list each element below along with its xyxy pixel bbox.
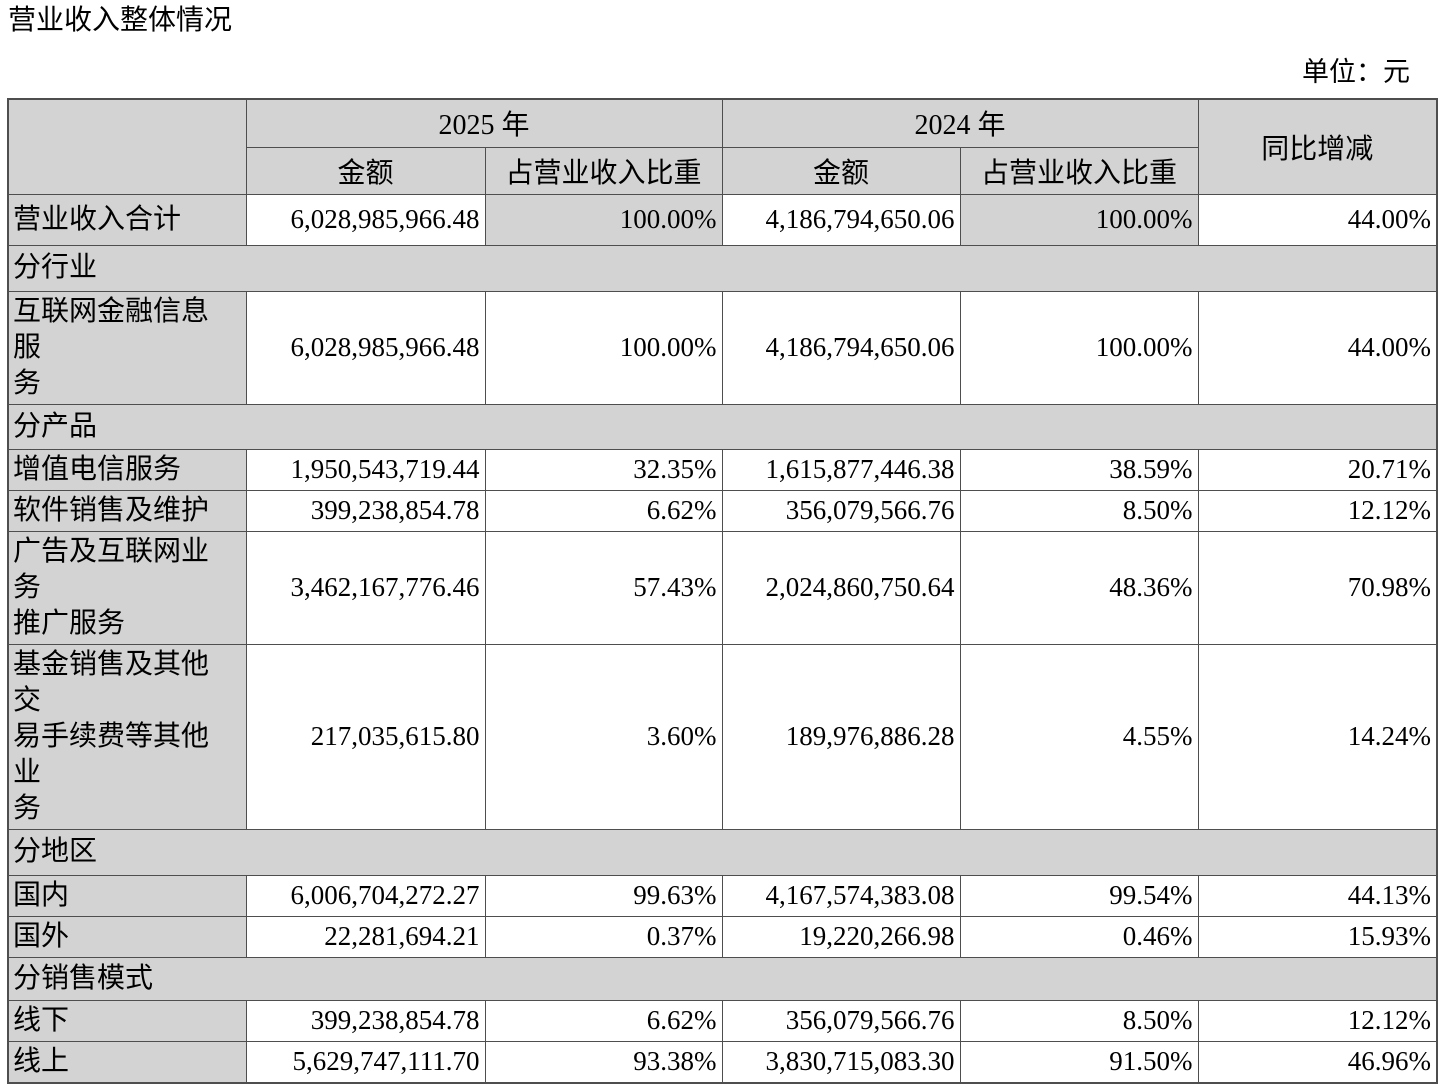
row-label-cell: 软件销售及维护 (7, 489, 247, 532)
share-2024-cell: 8.50% (959, 999, 1199, 1042)
amount-2024-cell: 356,079,566.76 (721, 999, 961, 1042)
share-2024-cell: 100.00% (959, 193, 1199, 246)
share-2025-cell: 100.00% (484, 193, 723, 246)
table-row: 广告及互联网业务 推广服务 3,462,167,776.46 57.43% 2,… (7, 530, 1438, 645)
yoy-cell: 14.24% (1197, 643, 1438, 830)
section-label: 分产品 (7, 403, 1438, 450)
table-row: 软件销售及维护 399,238,854.78 6.62% 356,079,566… (7, 489, 1438, 532)
row-label-cell: 互联网金融信息服 务 (7, 290, 247, 405)
yoy-cell: 12.12% (1197, 489, 1438, 532)
share-2025-cell: 6.62% (484, 999, 723, 1042)
row-label-cell: 营业收入合计 (7, 193, 247, 246)
section-row-industry: 分行业 (7, 244, 1438, 292)
amount-2024-cell: 356,079,566.76 (721, 489, 961, 532)
share-2025-cell: 99.63% (484, 874, 723, 917)
amount-2025-cell: 6,028,985,966.48 (245, 193, 486, 246)
table-row: 国外 22,281,694.21 0.37% 19,220,266.98 0.4… (7, 915, 1438, 958)
header-row-measures: 金额 占营业收入比重 金额 占营业收入比重 (8, 146, 1437, 195)
row-label-cell: 国外 (7, 915, 247, 958)
row-label-cell: 线上 (7, 1040, 247, 1083)
section-label: 分地区 (7, 828, 1438, 876)
share-2025-cell: 32.35% (484, 448, 723, 491)
share-2024-cell: 0.46% (959, 915, 1199, 958)
yoy-cell: 20.71% (1197, 448, 1438, 491)
amount-2025-cell: 3,462,167,776.46 (245, 530, 486, 645)
yoy-cell: 44.00% (1197, 193, 1438, 246)
share-2024-cell: 4.55% (959, 643, 1199, 830)
share-2025-cell: 57.43% (484, 530, 723, 645)
table-row: 线下 399,238,854.78 6.62% 356,079,566.76 8… (7, 999, 1438, 1042)
amount-2025-cell: 1,950,543,719.44 (245, 448, 486, 491)
share-2025-cell: 100.00% (484, 290, 723, 405)
amount-2024-cell: 19,220,266.98 (721, 915, 961, 958)
section-row-region: 分地区 (7, 828, 1438, 876)
section-row-product: 分产品 (7, 403, 1438, 450)
section-label: 分行业 (7, 244, 1438, 292)
share-2024-cell: 38.59% (959, 448, 1199, 491)
amount-2024-cell: 1,615,877,446.38 (721, 448, 961, 491)
amount-2025-cell: 5,629,747,111.70 (245, 1040, 486, 1083)
yoy-cell: 70.98% (1197, 530, 1438, 645)
row-label-cell: 线下 (7, 999, 247, 1042)
share-2024-cell: 8.50% (959, 489, 1199, 532)
share-2024-cell: 100.00% (959, 290, 1199, 405)
amount-2025-cell: 399,238,854.78 (245, 489, 486, 532)
amount-2024-cell: 4,186,794,650.06 (721, 193, 961, 246)
yoy-cell: 44.00% (1197, 290, 1438, 405)
header-empty-cell (7, 98, 247, 195)
amount-2025-cell: 22,281,694.21 (245, 915, 486, 958)
amount-2025-cell: 217,035,615.80 (245, 643, 486, 830)
header-share-2024: 占营业收入比重 (959, 146, 1199, 195)
amount-2024-cell: 2,024,860,750.64 (721, 530, 961, 645)
share-2024-cell: 99.54% (959, 874, 1199, 917)
yoy-cell: 44.13% (1197, 874, 1438, 917)
table-row: 基金销售及其他交 易手续费等其他业 务 217,035,615.80 3.60%… (7, 643, 1438, 830)
section-label: 分销售模式 (7, 956, 1438, 1001)
row-label-cell: 广告及互联网业务 推广服务 (7, 530, 247, 645)
unit-label: 单位：元 (1302, 57, 1410, 87)
share-2025-cell: 93.38% (484, 1040, 723, 1083)
yoy-cell: 12.12% (1197, 999, 1438, 1042)
amount-2025-cell: 6,028,985,966.48 (245, 290, 486, 405)
header-year-2024: 2024 年 (721, 98, 1199, 148)
table-row-total: 营业收入合计 6,028,985,966.48 100.00% 4,186,79… (7, 193, 1438, 246)
table-row: 国内 6,006,704,272.27 99.63% 4,167,574,383… (7, 874, 1438, 917)
revenue-table: 2025 年 2024 年 同比增减 金额 占营业收入比重 金额 占营业收入比重… (7, 98, 1439, 1084)
amount-2025-cell: 6,006,704,272.27 (245, 874, 486, 917)
row-label-cell: 基金销售及其他交 易手续费等其他业 务 (7, 643, 247, 830)
page-title: 营业收入整体情况 (8, 5, 233, 36)
header-amount-2024: 金额 (721, 146, 961, 195)
header-share-2025: 占营业收入比重 (484, 146, 723, 195)
share-2024-cell: 48.36% (959, 530, 1199, 645)
amount-2024-cell: 4,186,794,650.06 (721, 290, 961, 405)
share-2025-cell: 3.60% (484, 643, 723, 830)
table-row: 互联网金融信息服 务 6,028,985,966.48 100.00% 4,18… (7, 290, 1438, 405)
amount-2024-cell: 189,976,886.28 (721, 643, 961, 830)
header-row-years: 2025 年 2024 年 同比增减 (7, 98, 1438, 195)
section-row-sales-mode: 分销售模式 (7, 956, 1438, 1001)
header-yoy: 同比增减 (1197, 98, 1438, 195)
share-2025-cell: 6.62% (484, 489, 723, 532)
yoy-cell: 15.93% (1197, 915, 1438, 958)
header-amount-2025: 金额 (245, 146, 486, 195)
row-label-cell: 国内 (7, 874, 247, 917)
amount-2025-cell: 399,238,854.78 (245, 999, 486, 1042)
amount-2024-cell: 3,830,715,083.30 (721, 1040, 961, 1083)
yoy-cell: 46.96% (1197, 1040, 1438, 1083)
amount-2024-cell: 4,167,574,383.08 (721, 874, 961, 917)
header-year-2025: 2025 年 (245, 98, 723, 148)
share-2025-cell: 0.37% (484, 915, 723, 958)
table-row: 线上 5,629,747,111.70 93.38% 3,830,715,083… (7, 1040, 1438, 1083)
table-row: 增值电信服务 1,950,543,719.44 32.35% 1,615,877… (7, 448, 1438, 491)
share-2024-cell: 91.50% (959, 1040, 1199, 1083)
row-label-cell: 增值电信服务 (7, 448, 247, 491)
